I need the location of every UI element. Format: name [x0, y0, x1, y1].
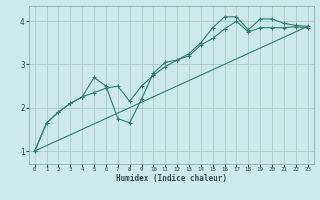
X-axis label: Humidex (Indice chaleur): Humidex (Indice chaleur) — [116, 174, 227, 183]
